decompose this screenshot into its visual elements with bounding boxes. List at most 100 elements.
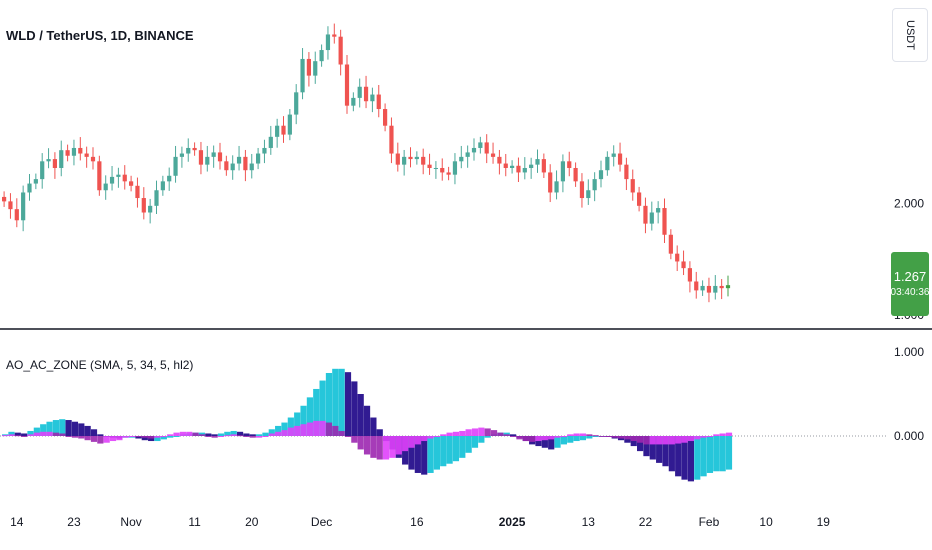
candle-body (376, 94, 381, 110)
candle-body (725, 285, 731, 289)
ac-bar (306, 422, 313, 436)
ac-bar (484, 428, 491, 436)
ac-bar (268, 433, 275, 436)
ao-bar (160, 436, 167, 440)
ao-bar (65, 420, 72, 436)
candle-body (275, 125, 280, 137)
ac-bar (598, 436, 606, 437)
ao-bar (554, 436, 561, 448)
ac-bar (154, 436, 161, 438)
ao-bar (14, 432, 21, 436)
ao-bar (338, 368, 345, 436)
candle-body (173, 156, 178, 176)
ac-bar (637, 436, 644, 443)
ac-bar (84, 436, 91, 441)
candle-body (510, 165, 515, 168)
candle-body (186, 147, 191, 154)
ao-bar (681, 436, 688, 480)
candle-body (116, 174, 121, 177)
ao-bar (440, 436, 447, 467)
ao-bar (579, 436, 587, 441)
ac-bar (287, 427, 294, 436)
ac-bar (332, 425, 339, 436)
ac-bar (122, 436, 129, 438)
candle-body (598, 170, 604, 180)
ac-bar (167, 434, 174, 436)
ac-bar (300, 424, 307, 436)
candle-body (497, 156, 502, 164)
candle-body (332, 34, 337, 37)
ac-bar (452, 431, 460, 436)
candle-body (109, 176, 115, 184)
ac-bar (383, 436, 390, 460)
currency-label: USDT (903, 20, 916, 50)
candle-body (675, 253, 680, 262)
candle-body (465, 152, 470, 157)
ao-bar (71, 421, 79, 436)
ao-bar (637, 436, 644, 452)
ac-bar (97, 436, 104, 444)
ao-bar (287, 417, 294, 436)
ac-bar (529, 436, 536, 442)
ac-bar (109, 436, 117, 442)
candle-body (344, 64, 350, 106)
candle-body (268, 136, 273, 148)
ao-bar (478, 436, 485, 443)
ac-bar (433, 436, 440, 437)
ac-bar (2, 435, 9, 437)
candle-body (46, 159, 51, 162)
ac-bar (59, 433, 66, 436)
candle-body (586, 190, 591, 199)
ao-bar (446, 436, 453, 464)
ao-bar (719, 436, 726, 472)
price-tick-label: 2.000 (894, 197, 924, 211)
time-axis: 14 23 Nov 11 20 Dec 16 2025 13 22 Feb 10 19 (10, 515, 830, 529)
candle-body (541, 159, 546, 173)
ac-bar (14, 435, 21, 437)
currency-button[interactable]: USDT (892, 8, 928, 62)
ao-bar (135, 436, 142, 439)
candle-body (548, 172, 553, 193)
ac-bar (471, 428, 479, 436)
candle-body (630, 179, 635, 193)
time-tick-label: 16 (410, 515, 424, 529)
ao-bar (256, 434, 263, 436)
symbol-title[interactable]: WLD / TetherUS, 1D, BINANCE (6, 28, 194, 43)
ac-bar (262, 436, 269, 437)
indicator-title[interactable]: AO_AC_ZONE (SMA, 5, 34, 5, hl2) (6, 358, 194, 372)
ao-bar (510, 434, 517, 436)
candle-body (281, 125, 286, 135)
ac-bar (325, 422, 333, 436)
candle-body (122, 174, 127, 182)
candle-body (402, 156, 407, 165)
ac-bar (605, 436, 612, 437)
ac-bar (275, 431, 282, 436)
ac-bar (224, 435, 231, 437)
candle-body (78, 147, 83, 154)
ao-bar (471, 436, 479, 448)
ao-bar (541, 436, 548, 448)
candle-body (27, 183, 32, 193)
ao-bar (459, 436, 466, 458)
ac-bar (541, 436, 548, 441)
candle-body (103, 183, 108, 191)
ao-bar (243, 433, 250, 436)
time-tick-label: 10 (759, 515, 773, 529)
ao-bar (370, 417, 377, 436)
candle-body (421, 156, 426, 165)
candle-body (351, 97, 356, 106)
candle-body (427, 164, 432, 168)
ac-bar (681, 436, 688, 443)
ac-bar (103, 436, 110, 443)
time-tick-label: Nov (120, 515, 141, 529)
time-tick-label: 19 (817, 515, 831, 529)
ao-bar (465, 436, 472, 453)
ao-bar (725, 436, 733, 470)
ao-bar (484, 436, 491, 438)
ao-bar (27, 430, 34, 436)
ao-bar (78, 423, 85, 436)
candle-body (262, 147, 267, 154)
ao-bar (643, 436, 650, 457)
price-candles (1, 23, 731, 303)
